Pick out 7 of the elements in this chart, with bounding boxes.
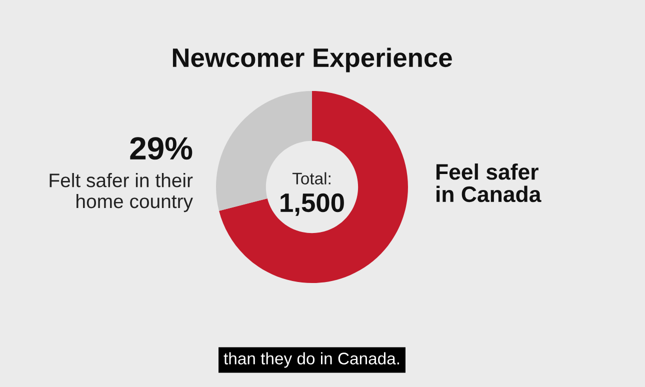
slice-label: Feel safer in Canada: [436, 163, 542, 202]
chart-title: Newcomer Experience: [172, 48, 452, 72]
text: than they do in Canada.: [224, 352, 399, 368]
text: Total:: [292, 172, 330, 184]
data-label: 29%: [130, 137, 192, 160]
slice-label: Felt safer in their home country: [50, 173, 193, 212]
text: 1,500: [280, 193, 344, 216]
